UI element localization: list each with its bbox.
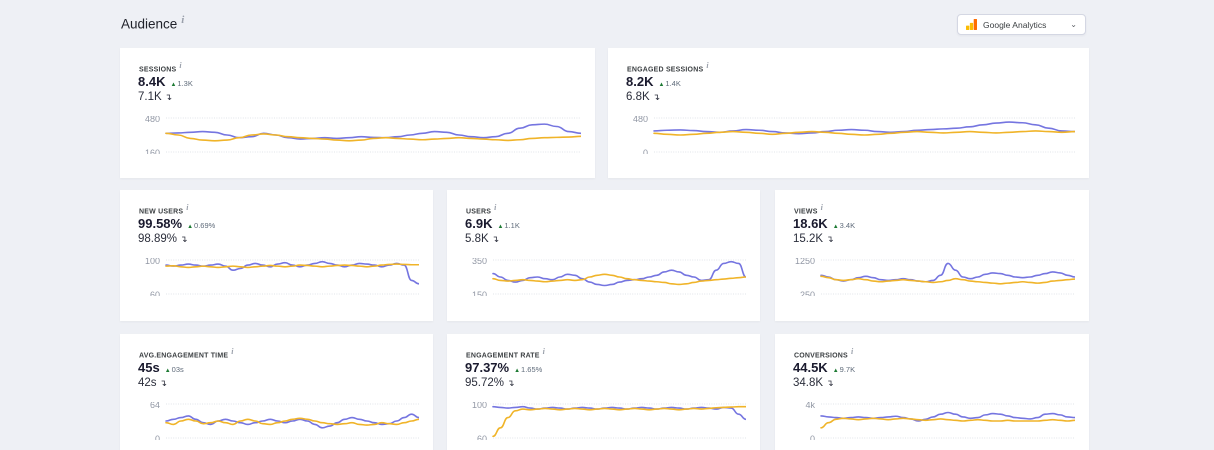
svg-text:350: 350	[472, 258, 487, 266]
svg-text:480: 480	[145, 116, 160, 124]
svg-text:0: 0	[155, 434, 160, 440]
svg-text:100: 100	[472, 402, 487, 410]
svg-text:480: 480	[633, 116, 648, 124]
svg-text:0: 0	[643, 148, 648, 154]
svg-text:1250: 1250	[795, 258, 815, 266]
svg-text:100: 100	[145, 258, 160, 266]
svg-text:250: 250	[800, 290, 815, 296]
svg-text:0: 0	[810, 434, 815, 440]
svg-text:64: 64	[150, 402, 160, 410]
svg-text:60: 60	[477, 434, 487, 440]
svg-text:4k: 4k	[805, 402, 815, 410]
svg-text:60: 60	[150, 290, 160, 296]
svg-text:160: 160	[145, 148, 160, 154]
svg-text:150: 150	[472, 290, 487, 296]
